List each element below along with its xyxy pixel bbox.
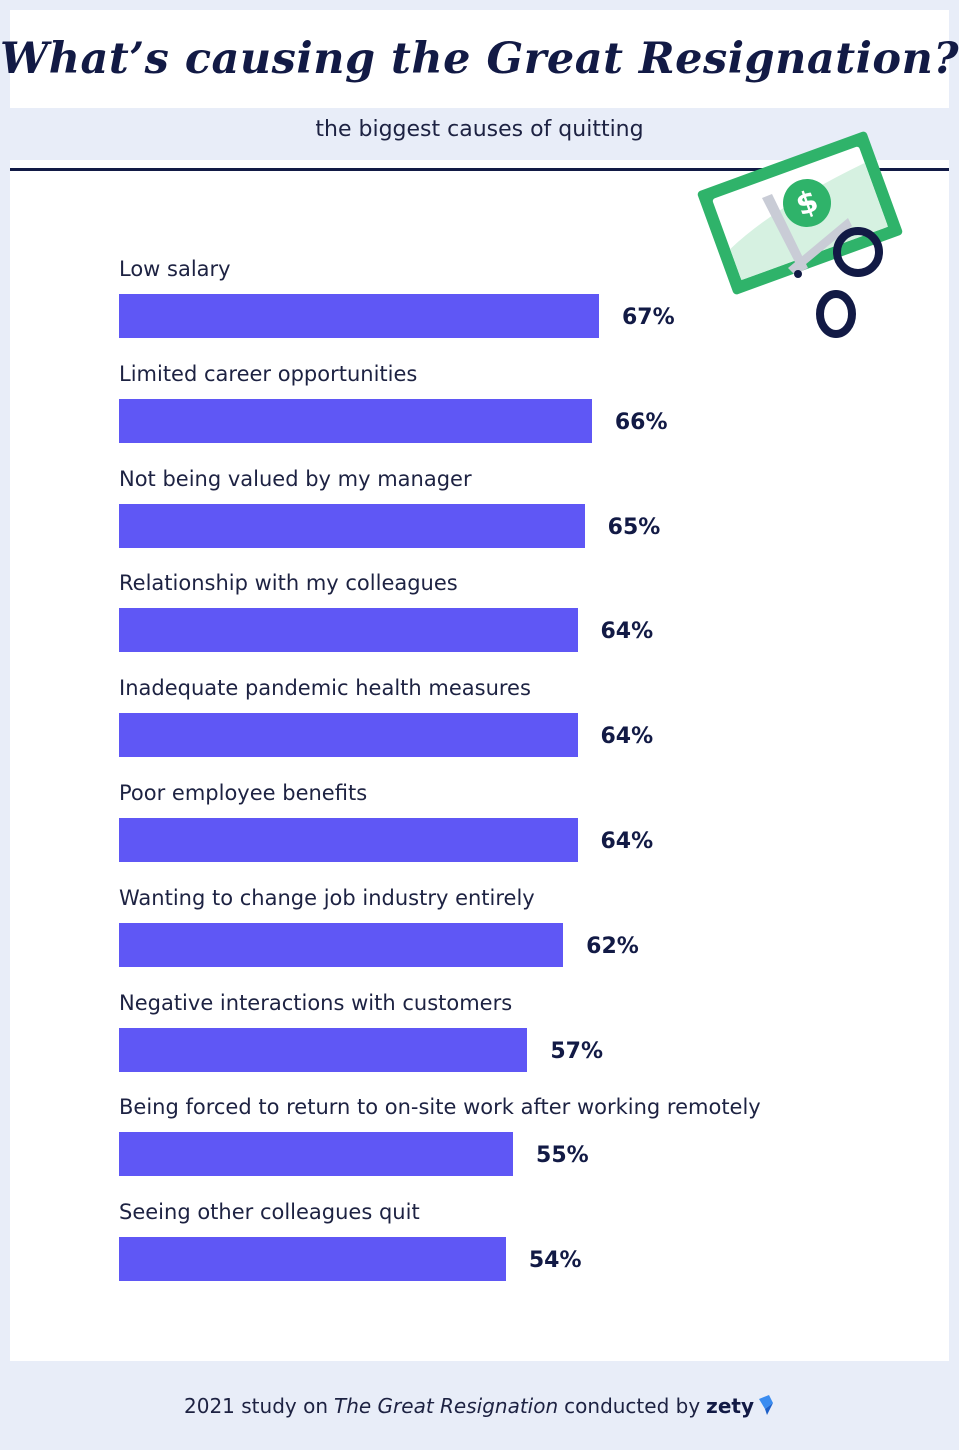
dollar-scissors-icon: $ xyxy=(697,131,903,338)
bar xyxy=(119,294,599,338)
value-label: 55% xyxy=(536,1143,589,1169)
bar xyxy=(119,398,592,443)
bar xyxy=(119,1132,514,1177)
category-label: Relationship with my colleagues xyxy=(119,571,458,596)
footer-prefix: 2021 study on xyxy=(184,1394,328,1418)
bar xyxy=(119,713,578,758)
category-label: Inadequate pandemic health measures xyxy=(119,676,531,701)
bar xyxy=(119,503,585,548)
value-label: 66% xyxy=(614,409,668,435)
subtitle-band xyxy=(10,108,949,160)
footer-brand: zety xyxy=(706,1394,754,1418)
category-label: Negative interactions with customers xyxy=(119,990,513,1015)
category-label: Limited career opportunities xyxy=(119,361,418,386)
value-label: 64% xyxy=(600,619,654,645)
page-subtitle: the biggest causes of quitting xyxy=(315,116,644,142)
value-label: 64% xyxy=(600,724,654,750)
bar xyxy=(119,818,578,862)
category-label: Wanting to change job industry entirely xyxy=(119,885,535,910)
footer-middle: conducted by xyxy=(564,1394,701,1418)
category-label: Low salary xyxy=(119,257,231,281)
zety-logo-icon xyxy=(758,1395,773,1415)
bar xyxy=(119,922,564,967)
value-label: 64% xyxy=(600,829,654,854)
footer: 2021 study on The Great Resignation cond… xyxy=(10,1386,949,1426)
value-label: 67% xyxy=(622,305,675,330)
value-label: 57% xyxy=(550,1038,604,1064)
value-label: 62% xyxy=(586,933,639,959)
header-divider xyxy=(10,168,949,171)
footer-study-title: The Great Resignation xyxy=(334,1394,559,1418)
category-label: Seeing other colleagues quit xyxy=(119,1200,420,1225)
bar xyxy=(119,1027,528,1072)
page-title: What’s causing the Great Resignation? xyxy=(0,34,959,84)
value-label: 65% xyxy=(607,514,661,540)
value-label: 54% xyxy=(528,1248,582,1274)
category-label: Poor employee benefits xyxy=(119,781,368,805)
category-label: Being forced to return to on-site work a… xyxy=(119,1095,761,1120)
bar xyxy=(119,608,578,653)
bar xyxy=(119,1237,506,1282)
category-label: Not being valued by my manager xyxy=(119,466,472,491)
